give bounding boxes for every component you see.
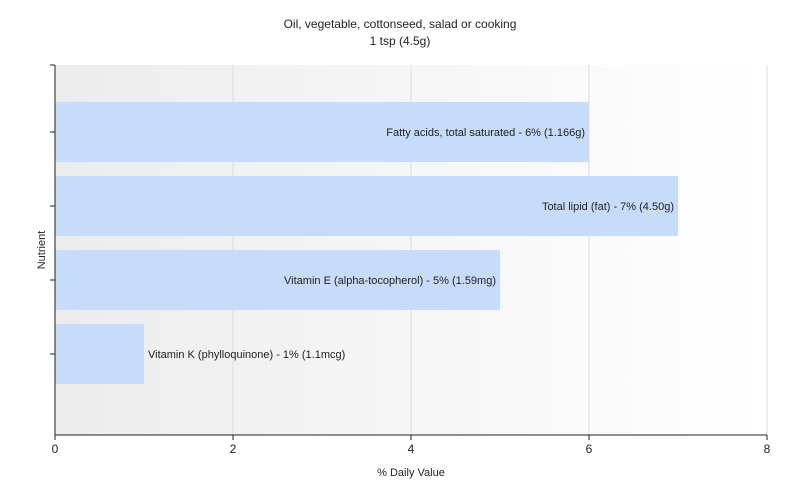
chart-title: Oil, vegetable, cottonseed, salad or coo… (284, 17, 517, 31)
bar (55, 250, 500, 310)
bar-data-label: Fatty acids, total saturated - 6% (1.166… (386, 127, 585, 139)
x-tick-label: 4 (408, 442, 415, 456)
bar-labels: Fatty acids, total saturated - 6% (1.166… (148, 127, 674, 361)
x-tick-label: 2 (230, 442, 237, 456)
x-tick-label: 0 (52, 442, 59, 456)
bar (55, 176, 678, 236)
x-tick-label: 8 (764, 442, 771, 456)
axes (50, 64, 768, 440)
x-axis-title: % Daily Value (377, 467, 445, 479)
y-axis-title: Nutrient (36, 231, 48, 270)
bar-data-label: Vitamin K (phylloquinone) - 1% (1.1mcg) (148, 349, 345, 361)
bar (55, 324, 144, 384)
bar (55, 102, 589, 162)
chart-subtitle: 1 tsp (4.5g) (370, 34, 431, 48)
bars (55, 102, 678, 384)
x-tick-label: 6 (586, 442, 593, 456)
bar-data-label: Vitamin E (alpha-tocopherol) - 5% (1.59m… (284, 275, 496, 287)
bar-data-label: Total lipid (fat) - 7% (4.50g) (542, 201, 674, 213)
tick-labels: 0 2 4 6 8 (52, 442, 771, 456)
